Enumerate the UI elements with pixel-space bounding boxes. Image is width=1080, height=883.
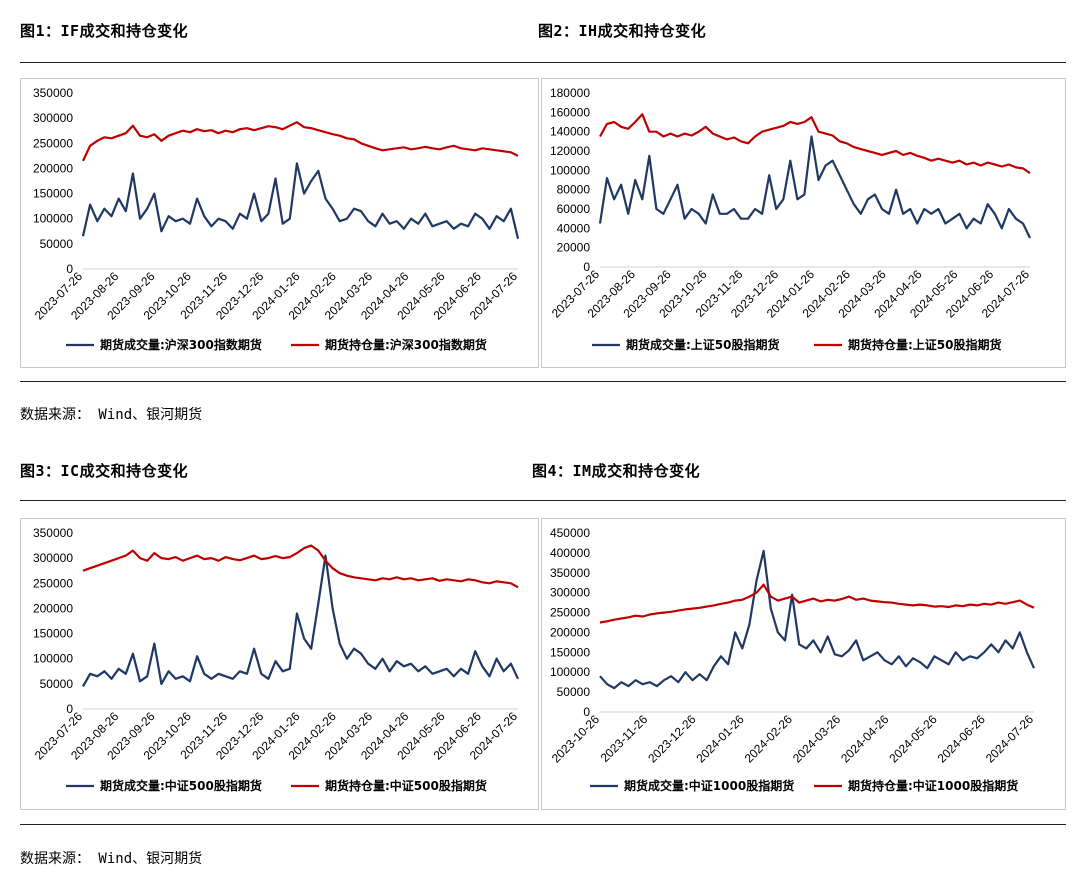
y-tick-label: 50000 bbox=[40, 237, 74, 251]
x-tick-label: 2023-11-26 bbox=[598, 712, 651, 765]
y-tick-label: 350000 bbox=[33, 86, 73, 100]
y-tick-label: 50000 bbox=[40, 677, 74, 691]
y-tick-label: 400000 bbox=[550, 546, 590, 560]
legend-label: 期货成交量:沪深300指数期货 bbox=[100, 337, 262, 352]
y-tick-label: 100000 bbox=[550, 665, 590, 679]
legend-label: 期货持仓量:上证50股指期货 bbox=[848, 337, 1002, 352]
legend-label: 期货成交量:中证1000股指期货 bbox=[624, 778, 794, 793]
x-tick-label: 2024-07-26 bbox=[983, 712, 1037, 766]
y-tick-label: 150000 bbox=[550, 645, 590, 659]
chart-panel-ic: 0 50000 100000 150000 200000 250000 300000 3500… bbox=[20, 518, 539, 810]
y-tick-label: 160000 bbox=[550, 105, 590, 119]
legend-label: 期货持仓量:中证1000股指期货 bbox=[848, 778, 1018, 793]
y-tick-label: 0 bbox=[66, 262, 73, 276]
x-tick-label: 2024-06-26 bbox=[935, 712, 989, 766]
divider-top-1 bbox=[20, 62, 1066, 63]
series-line-open-interest bbox=[599, 583, 1035, 624]
figure-1-title: 图1：IF成交和持仓变化 bbox=[20, 22, 189, 40]
y-tick-label: 100000 bbox=[33, 212, 73, 226]
y-tick-label: 150000 bbox=[33, 187, 73, 201]
y-tick-label: 200000 bbox=[550, 625, 590, 639]
y-tick-label: 100000 bbox=[550, 163, 590, 177]
y-tick-label: 250000 bbox=[550, 606, 590, 620]
x-tick-label: 2024-05-26 bbox=[886, 712, 940, 766]
y-tick-label: 0 bbox=[583, 260, 590, 274]
series-line-volume bbox=[82, 554, 519, 687]
series-line-volume bbox=[599, 549, 1036, 690]
y-tick-label: 450000 bbox=[550, 526, 590, 540]
series-line-open-interest bbox=[82, 121, 519, 162]
chart-panel-ih: 0 20000 40000 60000 80000 100000 120000 140000 1… bbox=[541, 78, 1066, 368]
source-note-bottom: 数据来源： Wind、银河期货 bbox=[20, 851, 203, 867]
y-tick-label: 40000 bbox=[557, 221, 591, 235]
y-tick-label: 180000 bbox=[550, 86, 590, 100]
chart-if: 0 50000 100000 150000 200000 250000 300000 3500… bbox=[32, 86, 521, 352]
figure-4-title: 图4：IM成交和持仓变化 bbox=[532, 462, 701, 480]
legend-label: 期货成交量:上证50股指期货 bbox=[626, 337, 780, 352]
divider-top-2 bbox=[20, 381, 1066, 382]
y-tick-label: 50000 bbox=[557, 685, 591, 699]
figure-3-title: 图3：IC成交和持仓变化 bbox=[20, 462, 189, 480]
series-line-volume bbox=[81, 162, 520, 240]
y-tick-label: 350000 bbox=[33, 526, 73, 540]
chart-im: 0 50000 100000 150000 200000 250000 300000 3500… bbox=[549, 526, 1037, 793]
x-tick-label: 2023-12-26 bbox=[645, 712, 699, 766]
series-line-open-interest bbox=[82, 544, 519, 589]
series-line-open-interest bbox=[599, 113, 1031, 175]
source-note-top: 数据来源： Wind、银河期货 bbox=[20, 407, 203, 423]
chart-ih: 0 20000 40000 60000 80000 100000 120000 140000 1… bbox=[549, 86, 1033, 352]
y-tick-label: 200000 bbox=[33, 161, 73, 175]
y-tick-label: 140000 bbox=[550, 125, 590, 139]
chart-ic: 0 50000 100000 150000 200000 250000 300000 3500… bbox=[32, 526, 521, 793]
x-tick-label: 2024-04-26 bbox=[838, 712, 892, 766]
y-tick-label: 0 bbox=[66, 702, 73, 716]
y-tick-label: 250000 bbox=[33, 576, 73, 590]
y-tick-label: 20000 bbox=[557, 241, 591, 255]
divider-bottom-1 bbox=[20, 500, 1066, 501]
y-tick-label: 350000 bbox=[550, 566, 590, 580]
x-tick-label: 2024-03-26 bbox=[790, 712, 844, 766]
x-tick-label: 2024-02-26 bbox=[742, 712, 796, 766]
divider-bottom-2 bbox=[20, 824, 1066, 825]
y-tick-label: 300000 bbox=[33, 111, 73, 125]
y-tick-label: 300000 bbox=[550, 586, 590, 600]
y-tick-label: 250000 bbox=[33, 136, 73, 150]
y-tick-label: 120000 bbox=[550, 144, 590, 158]
y-tick-label: 300000 bbox=[33, 551, 73, 565]
y-tick-label: 150000 bbox=[33, 627, 73, 641]
legend-label: 期货持仓量:中证500股指期货 bbox=[325, 778, 487, 793]
y-tick-label: 100000 bbox=[33, 652, 73, 666]
series-line-volume bbox=[598, 135, 1031, 239]
y-tick-label: 60000 bbox=[557, 202, 591, 216]
x-tick-label: 2024-01-26 bbox=[693, 712, 747, 766]
x-tick-label: 2023-10-26 bbox=[549, 712, 603, 766]
figure-2-title: 图2：IH成交和持仓变化 bbox=[538, 22, 707, 40]
y-tick-label: 0 bbox=[583, 705, 590, 719]
chart-panel-im: 0 50000 100000 150000 200000 250000 300000 3500… bbox=[541, 518, 1066, 810]
y-tick-label: 200000 bbox=[33, 601, 73, 615]
y-tick-label: 80000 bbox=[557, 183, 591, 197]
legend-label: 期货持仓量:沪深300指数期货 bbox=[325, 337, 487, 352]
chart-panel-if: 0 50000 100000 150000 200000 250000 300000 3500… bbox=[20, 78, 539, 368]
legend-label: 期货成交量:中证500股指期货 bbox=[100, 778, 262, 793]
